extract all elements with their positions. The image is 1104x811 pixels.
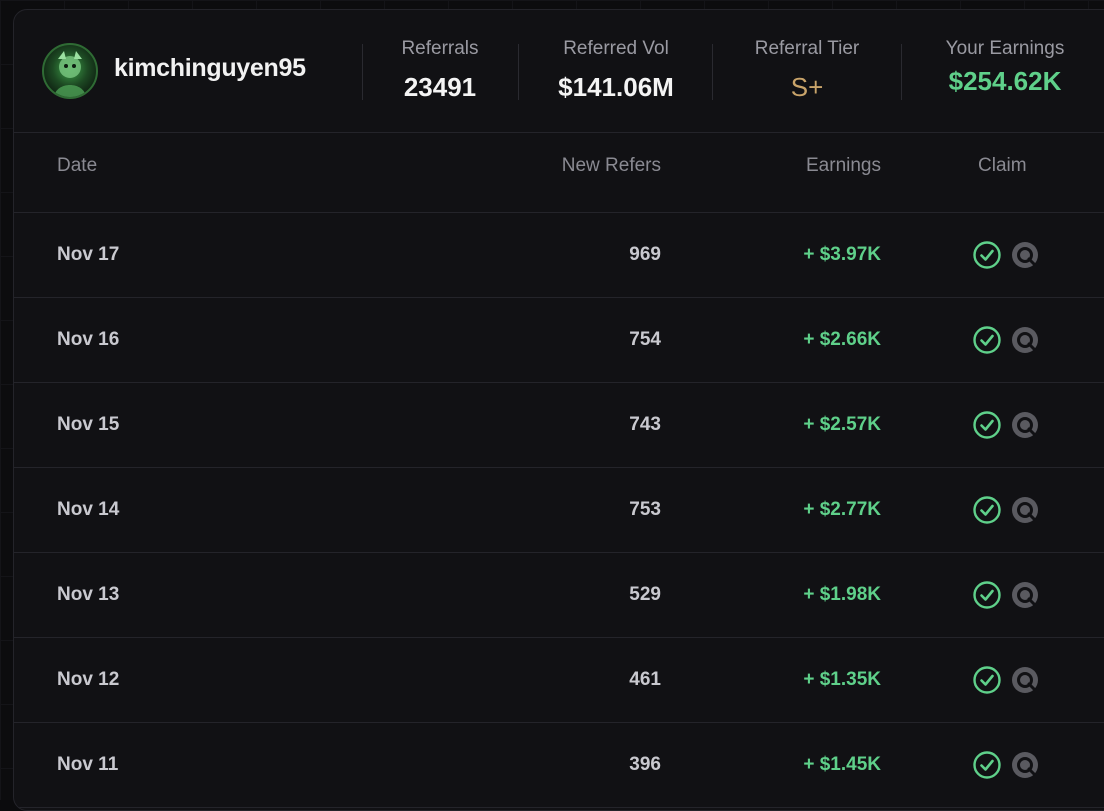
explorer-link-icon[interactable] [1010,410,1040,440]
row-earnings: + $1.35K [803,669,881,691]
table-row: Nov 14 753 + $2.77K [14,468,1104,553]
row-claim [972,495,1040,525]
stat-label: Referral Tier [742,38,872,60]
check-circle-icon[interactable] [972,240,1002,270]
row-claim [972,240,1040,270]
row-earnings: + $2.66K [803,329,881,351]
row-date: Nov 16 [57,329,119,351]
row-earnings: + $1.98K [803,584,881,606]
row-new-refers: 754 [629,329,661,351]
stat-label: Referrals [394,38,486,60]
row-new-refers: 969 [629,244,661,266]
stat-value: 23491 [394,72,486,103]
referral-summary-header: kimchinguyen95 Referrals 23491 Referred … [14,10,1104,133]
row-claim [972,750,1040,780]
column-header-claim: Claim [978,155,1027,177]
explorer-link-icon[interactable] [1010,240,1040,270]
table-row: Nov 17 969 + $3.97K [14,213,1104,298]
header-divider [901,44,902,100]
stat-label: Referred Vol [548,38,684,60]
table-row: Nov 15 743 + $2.57K [14,383,1104,468]
row-claim [972,410,1040,440]
explorer-link-icon[interactable] [1010,665,1040,695]
row-new-refers: 396 [629,754,661,776]
username: kimchinguyen95 [114,54,306,83]
row-earnings: + $2.77K [803,499,881,521]
row-new-refers: 461 [629,669,661,691]
row-date: Nov 15 [57,414,119,436]
explorer-link-icon[interactable] [1010,580,1040,610]
stat-your-earnings: Your Earnings $254.62K [930,38,1080,97]
referral-panel: kimchinguyen95 Referrals 23491 Referred … [13,9,1104,811]
table-row: Nov 12 461 + $1.35K [14,638,1104,723]
stat-value: $254.62K [930,66,1080,97]
explorer-link-icon[interactable] [1010,750,1040,780]
column-header-new-refers[interactable]: New Refers [562,155,661,177]
row-date: Nov 12 [57,669,119,691]
row-new-refers: 753 [629,499,661,521]
table-row: Nov 16 754 + $2.66K [14,298,1104,383]
row-earnings: + $1.45K [803,754,881,776]
stat-referrals: Referrals 23491 [394,38,486,103]
row-date: Nov 13 [57,584,119,606]
header-divider [518,44,519,100]
row-claim [972,665,1040,695]
stat-value: $141.06M [548,72,684,103]
table-row: Nov 13 529 + $1.98K [14,553,1104,638]
explorer-link-icon[interactable] [1010,495,1040,525]
stat-value: S+ [742,72,872,103]
stat-referred-vol: Referred Vol $141.06M [548,38,684,103]
column-header-earnings[interactable]: Earnings [806,155,881,177]
row-claim [972,580,1040,610]
row-earnings: + $3.97K [803,244,881,266]
row-new-refers: 743 [629,414,661,436]
explorer-link-icon[interactable] [1010,325,1040,355]
avatar [42,43,98,99]
table-row: Nov 11 396 + $1.45K [14,723,1104,808]
check-circle-icon[interactable] [972,325,1002,355]
row-date: Nov 14 [57,499,119,521]
column-header-date[interactable]: Date [57,155,97,177]
check-circle-icon[interactable] [972,495,1002,525]
row-new-refers: 529 [629,584,661,606]
header-divider [362,44,363,100]
row-date: Nov 11 [57,754,118,776]
check-circle-icon[interactable] [972,750,1002,780]
row-date: Nov 17 [57,244,119,266]
check-circle-icon[interactable] [972,410,1002,440]
stat-label: Your Earnings [930,38,1080,60]
header-divider [712,44,713,100]
table-header: Date New Refers Earnings Claim [14,133,1104,213]
row-earnings: + $2.57K [803,414,881,436]
stat-referral-tier: Referral Tier S+ [742,38,872,103]
row-claim [972,325,1040,355]
check-circle-icon[interactable] [972,665,1002,695]
check-circle-icon[interactable] [972,580,1002,610]
avatar-image [44,45,96,97]
